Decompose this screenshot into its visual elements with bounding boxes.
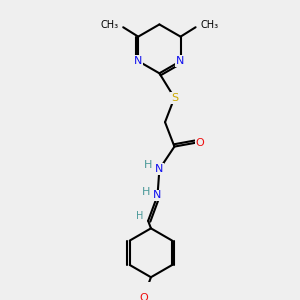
Text: O: O	[195, 138, 204, 148]
Text: H: H	[144, 160, 152, 170]
Text: CH₃: CH₃	[100, 20, 118, 30]
Text: H: H	[142, 187, 150, 197]
Text: O: O	[139, 293, 148, 300]
Text: N: N	[176, 56, 185, 66]
Text: N: N	[134, 56, 142, 66]
Text: S: S	[171, 93, 178, 103]
Text: CH₃: CH₃	[200, 20, 218, 30]
Text: H: H	[136, 211, 143, 221]
Text: N: N	[155, 164, 164, 174]
Text: N: N	[153, 190, 162, 200]
